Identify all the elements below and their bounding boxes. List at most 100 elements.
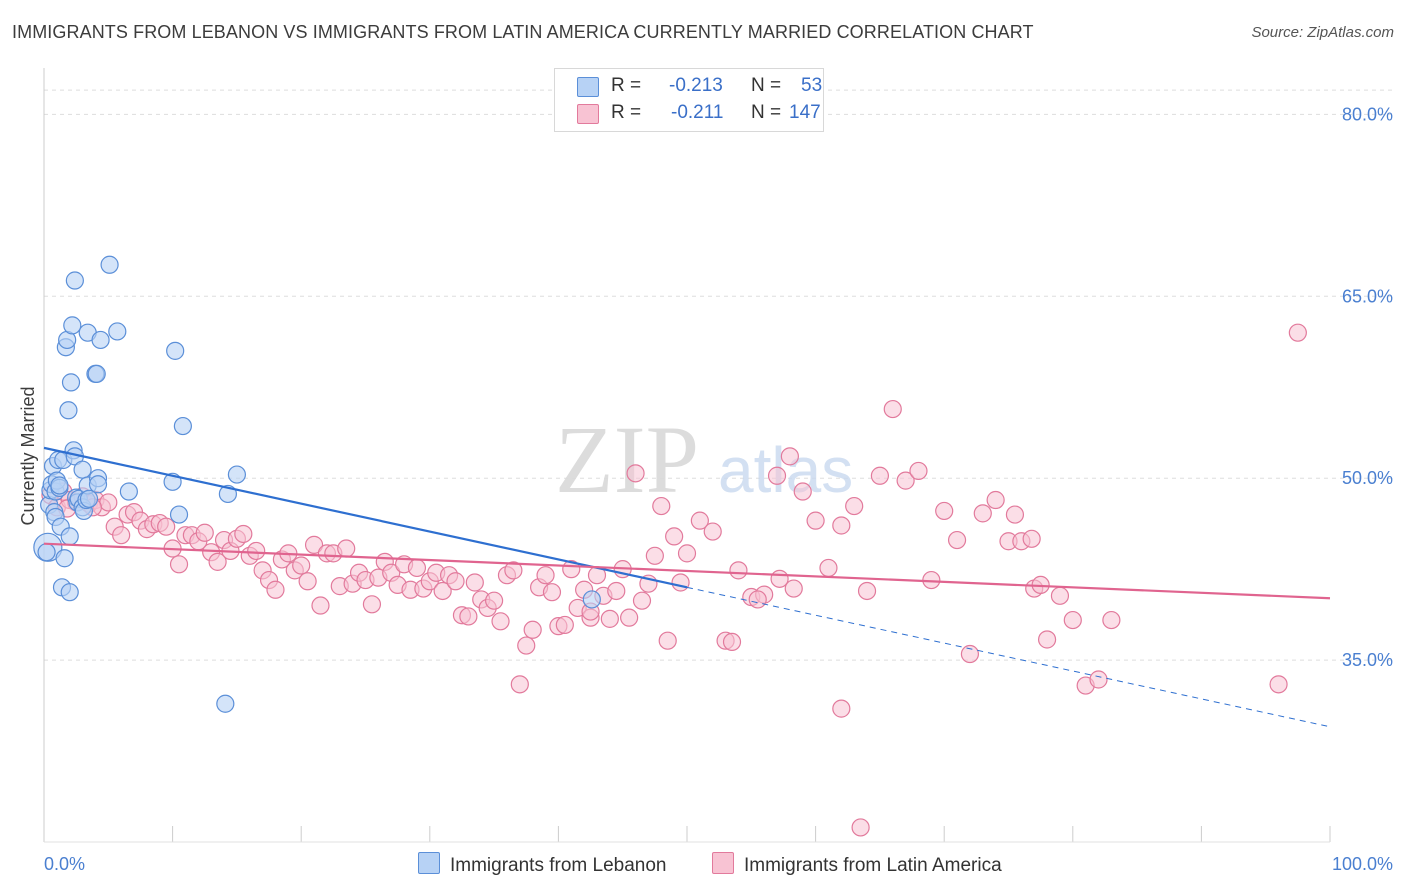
y-axis-title: Currently Married: [18, 386, 38, 525]
data-point-latin-america: [645, 546, 664, 565]
data-point-latin-america: [832, 516, 851, 535]
data-point-latin-america: [433, 581, 452, 601]
tick-labels: 35.0% 50.0% 65.0% 80.0% 0.0% 100.0%: [44, 104, 1393, 874]
data-point-lebanon: [61, 373, 81, 392]
watermark-atlas: atlas: [718, 434, 853, 506]
data-point-lebanon: [65, 271, 84, 290]
stats-legend: R = -0.213 N = 53 R = -0.211 N = 147: [554, 68, 824, 132]
data-point-latin-america: [304, 535, 324, 554]
x-tick-label: 0.0%: [44, 854, 85, 874]
data-point-latin-america: [523, 620, 542, 639]
data-point-latin-america: [485, 591, 504, 610]
data-point-latin-america: [1050, 586, 1070, 605]
data-point-latin-america: [298, 572, 317, 591]
data-point-lebanon: [55, 549, 74, 568]
data-point-latin-america: [1005, 505, 1025, 524]
legend-r-label: R =: [611, 75, 642, 96]
series-latin-america-points: [41, 323, 1307, 837]
data-point-lebanon: [169, 505, 189, 524]
data-point-latin-america: [1089, 670, 1108, 689]
data-point-lebanon: [73, 460, 92, 479]
data-point-lebanon: [60, 583, 79, 602]
y-tick-label: 50.0%: [1342, 468, 1393, 488]
data-point-latin-america: [266, 580, 285, 599]
data-point-lebanon: [79, 489, 99, 508]
data-point-latin-america: [703, 522, 722, 541]
data-point-latin-america: [491, 612, 510, 631]
data-point-latin-america: [1037, 630, 1057, 649]
legend-n-label: N =: [751, 102, 782, 123]
data-point-latin-america: [851, 818, 870, 837]
data-point-latin-america: [652, 496, 671, 516]
data-point-latin-america: [465, 573, 484, 592]
data-point-latin-america: [407, 558, 427, 578]
data-point-latin-america: [973, 504, 992, 523]
watermark-zip: ZIP: [555, 406, 699, 513]
data-point-lebanon: [50, 476, 69, 495]
data-point-lebanon: [119, 482, 138, 501]
data-point-lebanon: [108, 322, 127, 341]
trend-line-lebanon: [43, 446, 688, 589]
bottom-legend-label-latin-america: Immigrants from Latin America: [744, 855, 1002, 876]
data-point-latin-america: [247, 541, 266, 561]
data-point-lebanon: [63, 316, 82, 335]
data-point-latin-america: [632, 591, 652, 610]
y-tick-label: 65.0%: [1342, 286, 1393, 306]
data-point-lebanon: [91, 330, 110, 350]
data-point-latin-america: [658, 631, 677, 650]
data-point-latin-america: [459, 607, 478, 626]
data-point-latin-america: [883, 399, 902, 419]
data-point-latin-america: [819, 558, 838, 578]
data-point-latin-america: [620, 608, 639, 627]
data-point-latin-america: [542, 583, 562, 602]
data-point-latin-america: [870, 466, 890, 485]
data-point-latin-america: [195, 523, 214, 542]
data-point-latin-america: [671, 573, 690, 592]
data-point-latin-america: [857, 581, 877, 601]
trend-line-lebanon-extrapolated: [686, 586, 1331, 728]
legend-n-value-lebanon: 53: [801, 75, 823, 96]
trend-lines: [43, 446, 1331, 728]
bottom-legend-swatch-lebanon: [418, 852, 440, 874]
data-point-lebanon: [100, 255, 119, 274]
data-point-latin-america: [292, 556, 311, 575]
data-point-lebanon: [166, 341, 185, 360]
data-point-latin-america: [311, 596, 330, 615]
data-point-lebanon: [173, 416, 192, 436]
data-point-lebanon: [60, 527, 79, 546]
bottom-legend-latin-america: Immigrants from Latin America: [712, 852, 1002, 877]
data-point-lebanon: [59, 401, 78, 420]
data-point-latin-america: [665, 527, 684, 546]
bottom-legend-swatch-latin-america: [712, 852, 734, 874]
data-point-latin-america: [234, 524, 253, 544]
data-point-latin-america: [169, 555, 189, 574]
data-point-lebanon: [227, 465, 246, 484]
data-point-latin-america: [362, 595, 382, 614]
data-point-latin-america: [780, 447, 799, 466]
x-tick-label: 100.0%: [1332, 854, 1393, 874]
data-point-lebanon: [216, 694, 235, 713]
data-point-latin-america: [510, 675, 529, 694]
data-point-latin-america: [517, 636, 536, 655]
data-point-lebanon: [88, 475, 108, 494]
data-point-latin-america: [767, 466, 787, 485]
data-point-latin-america: [832, 699, 851, 718]
data-point-latin-america: [208, 552, 227, 571]
data-point-latin-america: [607, 581, 626, 601]
watermark: ZIP atlas: [555, 406, 853, 513]
data-point-latin-america: [112, 526, 131, 545]
source-label: Source: ZipAtlas.com: [1251, 24, 1394, 41]
axes: [43, 68, 1331, 843]
data-point-latin-america: [1102, 610, 1121, 630]
data-point-lebanon: [87, 364, 106, 383]
data-point-latin-america: [536, 566, 555, 585]
legend-n-label: N =: [751, 75, 782, 96]
data-point-latin-america: [909, 461, 928, 481]
data-point-latin-america: [845, 496, 864, 516]
data-point-latin-america: [806, 511, 825, 530]
data-point-latin-america: [947, 530, 967, 550]
data-point-latin-america: [748, 590, 767, 609]
data-point-latin-america: [677, 544, 697, 563]
data-point-latin-america: [600, 609, 619, 628]
